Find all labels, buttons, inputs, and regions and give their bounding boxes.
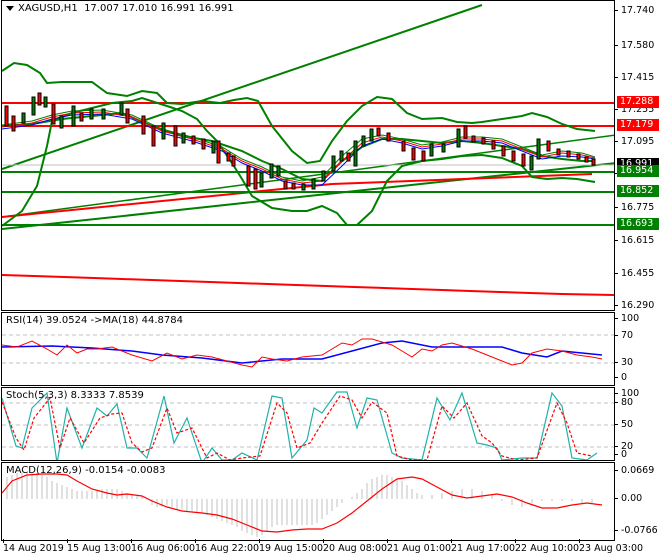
support-trend-line: [2, 162, 614, 230]
price-tick: 16.455: [613, 268, 654, 279]
stoch-tick: 20: [613, 441, 633, 452]
macd-title: MACD(12,26,9) -0.0154 -0.0083: [6, 465, 166, 476]
macd-signal-line: [2, 473, 603, 533]
time-tick: 15 Aug 13:00: [67, 539, 132, 554]
price-chart-panel[interactable]: XAGUSD,H1 17.007 17.010 16.991 16.991: [1, 0, 615, 311]
resistance-tag: 17.288: [617, 96, 659, 108]
rsi-tick: 70: [613, 330, 633, 341]
stoch-title: Stoch(5,3,3) 8.3333 7.8539: [6, 390, 144, 401]
ma-green: [2, 109, 596, 182]
rsi-tick: 0: [613, 372, 627, 383]
rsi-panel[interactable]: RSI(14) 39.0524 ->MA(18) 44.8784: [1, 312, 615, 386]
dropdown-triangle-icon[interactable]: [6, 5, 14, 11]
time-tick: 16 Aug 22:00: [195, 539, 260, 554]
stochastic-panel[interactable]: Stoch(5,3,3) 8.3333 7.8539: [1, 387, 615, 461]
price-tick: 17.255: [613, 104, 654, 115]
stoch-tick: 50: [613, 419, 633, 430]
stoch-axis: 100 80 50 20 0: [613, 387, 660, 461]
symbol-label: XAGUSD,H1: [18, 3, 78, 14]
rsi-title: RSI(14) 39.0524 ->MA(18) 44.8784: [6, 315, 183, 326]
macd-tick: 0.0669: [613, 465, 654, 476]
stoch-chart-svg: [2, 391, 614, 460]
price-tick: 17.095: [613, 136, 654, 147]
price-tick: 17.580: [613, 40, 654, 51]
support-tag: 16.693: [617, 218, 659, 230]
ma-blue: [2, 113, 596, 186]
bollinger-lower: [2, 96, 596, 227]
macd-tick: -0.0766: [614, 525, 658, 536]
macd-chart-svg: [2, 473, 603, 537]
long-ma-red: [2, 274, 614, 296]
price-tick: 16.775: [613, 202, 654, 213]
stoch-tick: 0: [613, 449, 627, 460]
price-tick: 16.290: [613, 300, 654, 311]
rsi-tick: 100: [613, 313, 639, 324]
ma-long-red: [2, 183, 333, 218]
price-chart-svg: [2, 4, 614, 296]
price-axis: 17.740 17.580 17.415 17.255 17.095 16.93…: [613, 0, 660, 311]
resistance-tag: 17.179: [617, 119, 659, 131]
time-tick: 20 Aug 08:00: [323, 539, 388, 554]
rsi-ma-line: [2, 340, 603, 364]
price-tick: 17.740: [613, 5, 654, 16]
support-tag: 16.852: [617, 185, 659, 197]
macd-axis: 0.0669 0.00 -0.0766: [613, 462, 660, 541]
candlesticks: [4, 92, 596, 191]
time-tick: 21 Aug 01:00: [387, 539, 452, 554]
macd-tick: 0.00: [613, 493, 642, 504]
stoch-tick: 80: [613, 397, 633, 408]
rsi-axis: 100 70 30 0: [613, 312, 660, 386]
bollinger-middle: [2, 111, 595, 183]
time-tick: 22 Aug 10:00: [515, 539, 580, 554]
time-tick: 23 Aug 03:00: [579, 539, 644, 554]
price-tick: 17.415: [613, 72, 654, 83]
rsi-tick: 30: [613, 357, 633, 368]
uptrend-line: [2, 4, 483, 170]
macd-panel[interactable]: MACD(12,26,9) -0.0154 -0.0083: [1, 462, 615, 541]
support-tag: 16.954: [617, 165, 659, 177]
rsi-line: [2, 338, 603, 368]
stoch-d-line: [2, 395, 593, 460]
chart-title: XAGUSD,H1 17.007 17.010 16.991 16.991: [6, 3, 234, 14]
time-tick: 16 Aug 06:00: [131, 539, 196, 554]
price-tick: 16.615: [613, 235, 654, 246]
time-tick: 14 Aug 2019: [3, 539, 64, 554]
rsi-chart-svg: [2, 334, 614, 368]
macd-histogram: [6, 473, 593, 537]
stoch-k-line: [2, 391, 598, 460]
time-tick: 19 Aug 15:00: [259, 539, 324, 554]
time-tick: 21 Aug 17:00: [451, 539, 516, 554]
stoch-tick: 100: [613, 388, 639, 399]
bollinger-upper: [2, 61, 596, 165]
time-axis: 14 Aug 2019 15 Aug 13:00 16 Aug 06:00 16…: [0, 539, 643, 560]
ohlc-values: 17.007 17.010 16.991 16.991: [84, 3, 234, 14]
